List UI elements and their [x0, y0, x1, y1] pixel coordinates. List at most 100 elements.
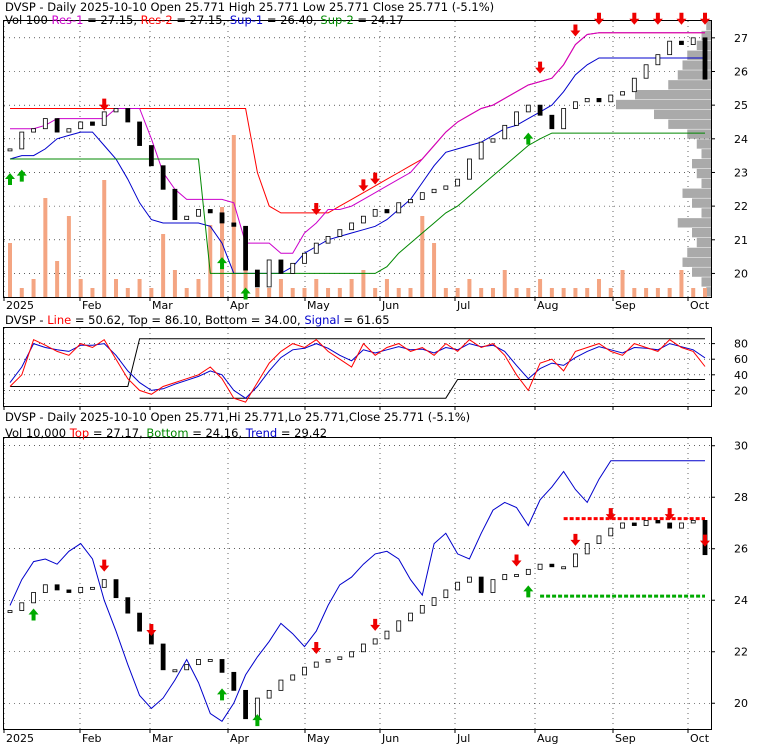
price-candle — [337, 229, 343, 237]
p1-ytick-label: 21 — [734, 234, 748, 247]
buy-arrow — [523, 585, 534, 598]
volume-bar — [184, 288, 189, 297]
price-candle — [514, 574, 519, 577]
volume-bar — [502, 270, 507, 297]
volume-bar — [420, 216, 425, 297]
price-candle — [396, 202, 402, 214]
price-candle — [408, 612, 413, 622]
volume-bar — [703, 288, 707, 297]
header-segment: Res-2 — [141, 13, 173, 27]
price-candle — [360, 643, 366, 653]
price-header-line2: Vol 100 Res-1 = 27.15, Res-2 = 27.15, Su… — [5, 13, 404, 27]
price-candle — [172, 669, 178, 673]
x-axis-label: May — [307, 732, 330, 745]
volume-bar — [490, 288, 495, 297]
x-axis-label: Jul — [456, 299, 470, 312]
volume-bar — [585, 288, 590, 297]
header-segment: = 34.00, — [247, 313, 304, 327]
price-candle — [137, 612, 142, 632]
sup2-line — [10, 132, 705, 274]
volume-profile-bar — [682, 60, 711, 70]
x-axis-label: 2025 — [6, 299, 34, 312]
volume-bar — [467, 279, 472, 297]
volume-bar — [408, 288, 413, 297]
price-candle — [537, 563, 543, 570]
price-candle — [561, 108, 567, 130]
price-candle — [101, 579, 107, 588]
volume-bar — [561, 288, 566, 297]
price-candle — [596, 98, 602, 103]
price-candle — [101, 111, 107, 126]
price-candle — [7, 148, 13, 152]
price-candle — [360, 215, 366, 224]
price-candle — [302, 666, 307, 676]
volume-profile-bar — [635, 90, 711, 100]
price-candle — [42, 584, 48, 593]
volume-bar — [455, 288, 460, 297]
price-candle — [396, 620, 402, 632]
p2-ytick-label: 80 — [734, 338, 748, 351]
price-candle — [137, 121, 142, 146]
trend-panel-frame — [3, 437, 712, 730]
volume-bar — [526, 288, 531, 297]
sell-arrow — [370, 618, 381, 631]
volume-profile-bar — [701, 30, 711, 41]
price-candle — [525, 568, 531, 575]
volume-bar — [538, 279, 543, 297]
volume-profile-bar — [701, 208, 711, 218]
trend-line — [9, 460, 705, 722]
buy-arrow — [217, 688, 228, 701]
volume-bar — [31, 279, 36, 297]
price-candle — [502, 124, 508, 140]
price-candle — [455, 178, 461, 187]
header-segment: DVSP - Daily 2025-10-10 Open 25.771,Hi 2… — [5, 410, 470, 424]
volume-bar — [396, 288, 401, 297]
oscillator-line — [9, 338, 706, 403]
volume-bar — [432, 243, 437, 297]
price-candle — [196, 659, 201, 666]
p1-ytick-label: 22 — [734, 200, 748, 213]
sell-arrow — [570, 24, 581, 37]
price-candle — [502, 574, 508, 581]
price-candle — [113, 108, 119, 113]
price-candle — [455, 581, 461, 591]
price-candle — [160, 165, 166, 190]
volume-profile-bar — [701, 149, 711, 159]
volume-bar — [655, 288, 660, 297]
volume-bar — [337, 288, 342, 297]
volume-bar — [125, 288, 130, 297]
volume-bar — [514, 288, 519, 297]
buy-arrow — [28, 608, 39, 621]
p3-ytick-label: 28 — [734, 491, 748, 504]
sell-arrow — [146, 624, 157, 637]
x-axis-label: May — [307, 299, 330, 312]
price-candle — [337, 656, 343, 660]
oscillator-top-line — [10, 338, 705, 387]
volume-profile-bar — [696, 168, 711, 179]
price-candle — [643, 64, 649, 79]
volume-bar — [443, 288, 448, 297]
trend-header-line1: DVSP - Daily 2025-10-10 Open 25.771,Hi 2… — [5, 410, 470, 424]
volume-profile-bar — [616, 99, 711, 110]
sell-arrow — [311, 202, 322, 215]
volume-bar — [208, 225, 213, 297]
price-candle — [690, 520, 696, 524]
axis-ticks: 27 26 25 24 23 22 21 20 80 60 40 20 30 28 26 24 22 20 2025… — [3, 32, 748, 745]
buy-arrow — [240, 287, 251, 300]
volume-bars — [8, 135, 707, 297]
price-candle — [66, 589, 72, 593]
volume-bar — [384, 279, 389, 297]
price-candle — [349, 222, 355, 231]
volume-bar — [161, 234, 166, 297]
buy-arrow — [16, 169, 27, 182]
price-candle — [19, 602, 25, 611]
price-candle — [702, 37, 708, 80]
volume-bar — [220, 207, 225, 297]
header-segment: = 50.62, — [71, 313, 128, 327]
price-candle — [325, 659, 331, 663]
volume-profile-bar — [654, 109, 711, 120]
header-segment: Top — [127, 313, 147, 327]
volume-profile-bar — [692, 228, 711, 238]
price-candle — [78, 586, 84, 593]
